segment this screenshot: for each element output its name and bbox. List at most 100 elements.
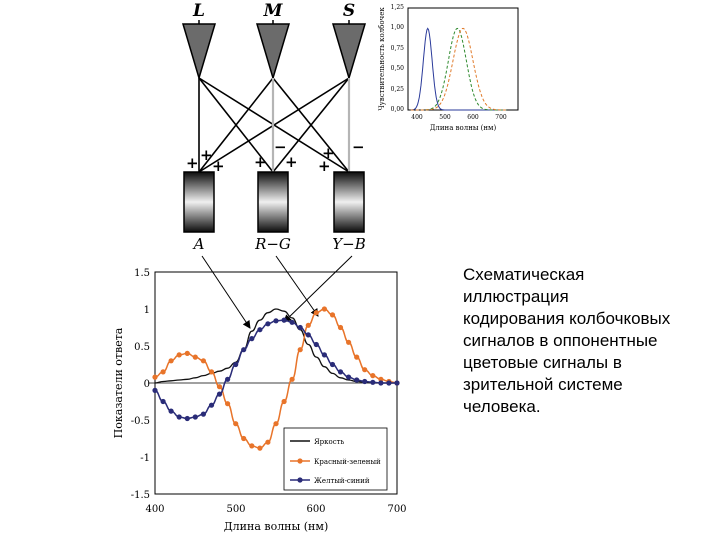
red-green-point (168, 358, 174, 364)
sign-yb-minus: − (352, 138, 365, 156)
sign-a-1: + (186, 154, 199, 172)
caption-line: сигналов в оппонентные (463, 331, 658, 350)
cone-label-s: S (343, 1, 355, 21)
yellow-blue-point (273, 318, 279, 324)
yellow-blue-point (305, 332, 311, 338)
legend-marker-yellow-blue (297, 477, 303, 483)
channel-a-cylinder (183, 171, 215, 233)
yellow-blue-point (257, 327, 263, 333)
red-green-point (192, 354, 198, 360)
legend-label-red-green: Красный-зеленый (314, 458, 381, 466)
sensitivity-xtick: 700 (495, 114, 507, 121)
yellow-blue-point (394, 380, 400, 386)
sensitivity-curve-s (410, 27, 507, 111)
red-green-point (176, 352, 182, 358)
cone-s-triangle (331, 23, 367, 81)
yellow-blue-point (176, 414, 182, 420)
opponent-ytick: 1.5 (134, 268, 150, 279)
yellow-blue-point (337, 369, 344, 375)
red-green-point (200, 358, 206, 364)
opponent-ylabel: Показатели ответа (112, 327, 125, 438)
sensitivity-xtick: 500 (439, 114, 451, 121)
sign-yb-2: + (318, 157, 331, 175)
legend-marker-red-green (297, 458, 303, 464)
red-green-point (160, 369, 166, 375)
red-green-point (289, 376, 295, 382)
yellow-blue-point (225, 376, 231, 382)
red-green-point (313, 310, 319, 316)
yellow-blue-point (378, 380, 384, 386)
red-green-point (249, 443, 255, 449)
sensitivity-chart: Чувствительность колбочек Длина волны (н… (378, 4, 519, 132)
red-green-point (257, 445, 263, 451)
opponent-legend: Яркость Красный-зеленый Желтый-синий (283, 427, 388, 491)
yellow-blue-point (313, 341, 319, 348)
yellow-blue-point (297, 324, 303, 331)
opponent-xtick: 400 (145, 504, 164, 515)
cone-label-m: M (263, 1, 284, 21)
caption-line: зрительной системе (463, 375, 623, 394)
arrow-rg-to-red-green (275, 255, 319, 317)
red-green-point (297, 347, 303, 353)
sensitivity-xtick: 400 (411, 114, 423, 121)
sign-yb-1: + (322, 144, 335, 162)
caption-line: человека. (463, 397, 541, 416)
yellow-blue-point (346, 374, 352, 380)
cone-m-triangle (255, 23, 291, 81)
yellow-blue-point (233, 361, 239, 368)
red-green-point (329, 312, 336, 318)
red-green-point (208, 369, 215, 375)
opponent-xtick: 500 (226, 504, 245, 515)
yellow-blue-point (241, 347, 247, 353)
legend-label-brightness: Яркость (314, 438, 345, 446)
yellow-blue-point (152, 387, 158, 393)
caption: Схематическая иллюстрация кодирования ко… (463, 264, 703, 418)
opponent-ytick: 1 (144, 305, 150, 316)
cone-label-l: L (192, 1, 205, 21)
yellow-blue-point (289, 319, 295, 325)
sensitivity-ytick: 0,75 (391, 45, 405, 52)
arrow-a-to-brightness (201, 255, 251, 329)
sensitivity-ytick: 0,00 (391, 106, 405, 113)
yellow-blue-point (321, 352, 327, 358)
yellow-blue-point (160, 398, 166, 405)
yellow-blue-point (370, 379, 376, 385)
yellow-blue-point (354, 377, 360, 383)
sign-rg-minus: − (274, 138, 287, 156)
sensitivity-plot-frame (407, 7, 519, 111)
sign-a-3: + (212, 157, 225, 175)
sensitivity-ytick: 0,25 (391, 86, 405, 93)
red-green-point (241, 435, 247, 442)
yellow-blue-point (184, 415, 190, 422)
yellow-blue-point (265, 321, 271, 327)
opponent-ytick: -0.5 (131, 416, 150, 427)
sensitivity-ytick: 0,50 (391, 65, 405, 72)
sensitivity-xtick: 600 (467, 114, 479, 121)
opponent-ytick: -1 (140, 453, 150, 464)
red-green-point (378, 376, 384, 382)
red-green-point (305, 322, 311, 328)
opponent-ytick: 0 (144, 379, 150, 390)
red-green-point (233, 421, 239, 427)
sensitivity-curve-l (410, 27, 507, 111)
red-green-point (362, 367, 368, 373)
sign-a-2: + (200, 146, 213, 164)
yellow-blue-point (329, 361, 336, 368)
caption-line: цветовые сигналы в (463, 353, 622, 372)
caption-line: Схематическая (463, 265, 585, 284)
opponent-chart: Показатели ответа Длина волны (нм) 1.5 1… (112, 268, 407, 533)
sign-rg-1: + (254, 153, 267, 171)
red-green-point (321, 306, 327, 312)
red-green-point (346, 339, 352, 345)
opponent-ytick: 0.5 (134, 342, 150, 353)
cone-schematic: L M S + + + − + + + (181, 1, 367, 329)
yellow-blue-point (216, 391, 223, 397)
channel-label-yb: Y−B (332, 235, 366, 253)
channel-label-a: A (192, 235, 205, 253)
yellow-blue-point (192, 414, 198, 420)
channel-yb-cylinder (333, 171, 365, 233)
red-green-point (273, 421, 279, 427)
yellow-blue-point (249, 336, 255, 342)
yellow-blue-point (168, 408, 174, 414)
